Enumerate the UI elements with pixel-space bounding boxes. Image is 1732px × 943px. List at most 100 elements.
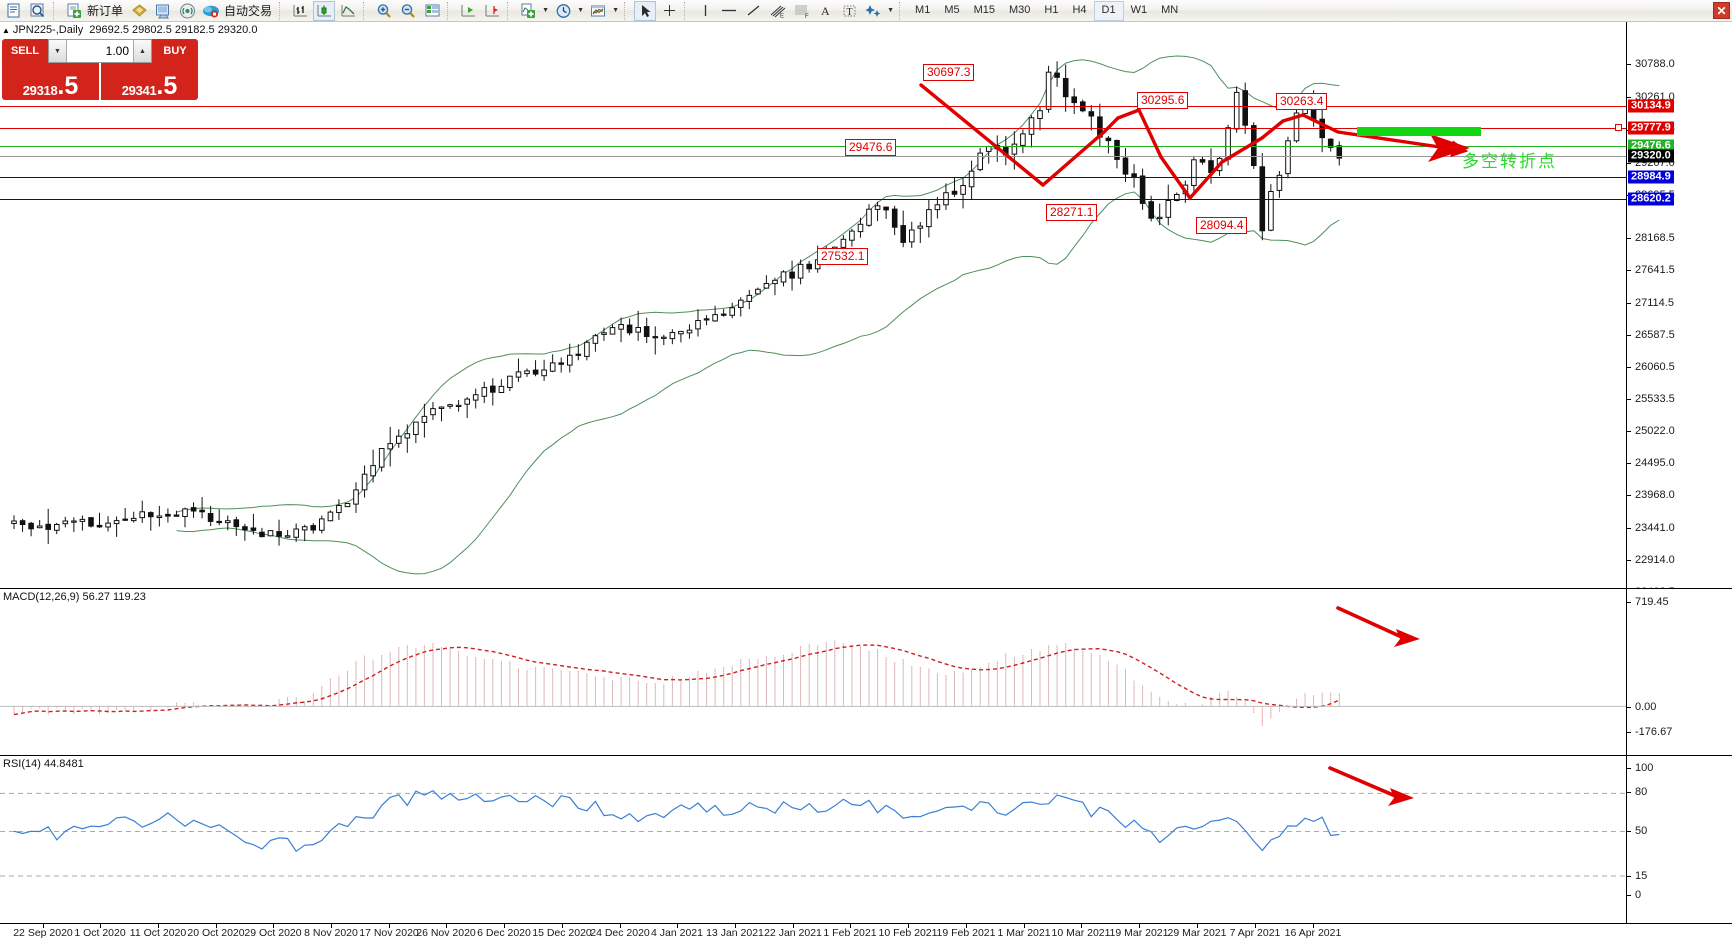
timeframe-h4[interactable]: H4 [1072,4,1087,16]
date-label: 1 Feb 2021 [823,927,877,939]
chinese-annotation-note[interactable]: 多空转折点 [1462,152,1557,171]
price-annotation-label[interactable]: 28094.4 [1196,217,1248,234]
rsi-axis[interactable]: 100 80 50 15 0 [1626,756,1732,923]
auto-scroll-icon[interactable] [457,1,479,21]
sell-price[interactable]: 29318 .5 [2,63,99,100]
axis-tick [1627,238,1631,239]
expert-advisor-icon[interactable] [128,1,150,21]
timeframe-d1[interactable]: D1 [1093,0,1124,21]
auto-trading-label[interactable]: 自动交易 [224,3,273,18]
axis-label: 100 [1635,762,1654,774]
period-separator-icon[interactable] [552,1,574,21]
axis-label: 50 [1635,825,1648,837]
timeframe-w1[interactable]: W1 [1130,4,1148,16]
indicator-line[interactable] [0,199,1626,200]
toolbar-separator-7 [684,1,690,20]
mql-community-icon[interactable] [200,1,222,21]
toolbar-separator-8 [899,1,905,20]
axis-tick [1627,792,1631,793]
price-annotation-label[interactable]: 30263.4 [1276,93,1328,110]
signals-icon[interactable] [176,1,198,21]
candlestick-chart-icon[interactable] [313,0,336,21]
indicator-line[interactable] [0,106,1626,107]
new-order-icon[interactable] [63,1,85,21]
date-tick [966,924,967,928]
macd-axis[interactable]: 719.45 0.00 -176.67 [1626,589,1732,755]
volume-increase-icon[interactable]: ▲ [133,40,151,62]
period-dropdown-icon[interactable]: ▼ [577,7,584,14]
indicator-line[interactable] [0,128,1626,129]
collapse-triangle-icon[interactable]: ▲ [2,25,10,35]
macd-pane[interactable]: MACD(12,26,9) 56.27 119.23 719.45 0.00 -17… [0,588,1732,755]
price-tag: 29777.9 [1628,121,1674,135]
line-chart-icon[interactable] [337,1,359,21]
one-click-trading-panel[interactable]: SELL ▼ 1.00 ▲ BUY 29318 .5 29341 .5 [2,39,198,100]
text-icon[interactable]: T [838,1,860,21]
close-icon[interactable]: ✕ [1713,2,1730,19]
date-label: 7 Apr 2021 [1229,927,1281,939]
price-axis[interactable]: 30788.030261.029734.029207.028695.528168… [1626,22,1732,598]
macd-plot-area[interactable] [0,589,1732,755]
axis-tick [1627,876,1631,877]
vline-icon[interactable] [694,1,716,21]
sell-button[interactable]: SELL [2,39,48,63]
axis-tick [1627,602,1631,603]
price-annotation-label[interactable]: 28271.1 [1046,204,1098,221]
price-annotation-label[interactable]: 29476.6 [845,139,897,156]
date-label: 26 Nov 2020 [416,927,476,939]
fibonacci-icon[interactable]: F [790,1,812,21]
rsi-pane[interactable]: RSI(14) 44.8481 100 80 50 15 0 [0,755,1732,923]
text-label-icon[interactable]: A [814,1,836,21]
symbol-ohlc: 29692.5 29802.5 29182.5 29320.0 [89,24,258,36]
trendline-icon[interactable] [742,1,764,21]
price-annotation-label[interactable]: 30697.3 [923,64,975,81]
terminal-icon[interactable] [152,1,174,21]
line-handle[interactable] [1615,124,1622,131]
volume-decrease-icon[interactable]: ▼ [49,40,67,62]
volume-value[interactable]: 1.00 [105,44,129,58]
indicators-icon[interactable] [587,1,609,21]
date-tick [850,924,851,928]
timeframe-m1[interactable]: M1 [915,4,931,16]
buy-button[interactable]: BUY [152,39,198,63]
date-tick [43,924,44,928]
timeframe-m5[interactable]: M5 [944,4,960,16]
rsi-plot-area[interactable] [0,756,1732,923]
shapes-icon[interactable] [862,1,884,21]
indicator-line[interactable] [0,146,1626,147]
shapes-dropdown-icon[interactable]: ▼ [887,7,894,14]
timeframe-mn[interactable]: MN [1161,4,1179,16]
buy-price[interactable]: 29341 .5 [101,63,198,100]
price-annotation-label[interactable]: 27532.1 [817,248,869,265]
bar-chart-icon[interactable] [289,1,311,21]
price-chart-pane[interactable]: 30788.030261.029734.029207.028695.528168… [0,22,1732,598]
timeframe-m30[interactable]: M30 [1009,4,1031,16]
indicator-line[interactable] [0,177,1626,178]
timeframe-h1[interactable]: H1 [1044,4,1059,16]
data-window-icon[interactable] [421,1,443,21]
date-label: 11 Oct 2020 [129,927,187,939]
cursor-icon[interactable] [634,0,657,21]
date-axis[interactable]: 22 Sep 2020 1 Oct 2020 11 Oct 2020 20 Oct 2… [0,923,1732,943]
price-annotation-label[interactable]: 30295.6 [1137,92,1189,109]
axis-tick [1627,303,1631,304]
crosshair-icon[interactable] [658,1,680,21]
chart-shift-icon[interactable] [481,1,503,21]
new-object-icon[interactable] [517,1,539,21]
price-plot-area[interactable] [0,22,1732,588]
volume-stepper[interactable]: ▼ 1.00 ▲ [48,39,152,63]
timeframe-m15[interactable]: M15 [973,4,995,16]
new-chart-icon[interactable] [3,1,25,21]
date-tick [677,924,678,928]
zoom-in-icon[interactable] [373,1,395,21]
axis-tick [1627,895,1631,896]
market-watch-icon[interactable] [27,1,49,21]
indicators-dropdown-icon[interactable]: ▼ [612,7,619,14]
new-order-label[interactable]: 新订单 [87,3,124,18]
equidistant-channel-icon[interactable]: E [766,1,788,21]
indicator-line[interactable] [0,156,1626,157]
axis-label: 28168.5 [1635,232,1675,244]
new-object-dropdown-icon[interactable]: ▼ [542,7,549,14]
hline-icon[interactable] [718,1,740,21]
zoom-out-icon[interactable] [397,1,419,21]
